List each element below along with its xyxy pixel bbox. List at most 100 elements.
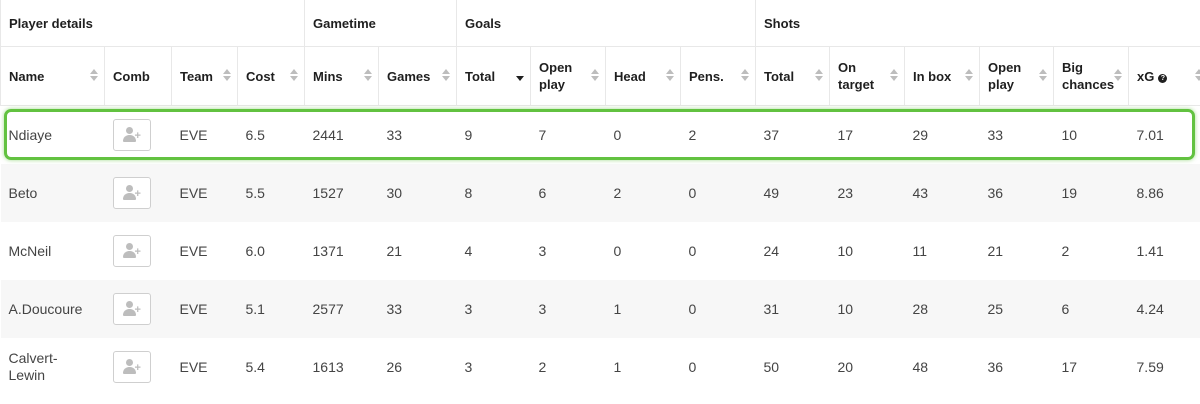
add-player-button[interactable]: + <box>112 235 151 267</box>
table-row[interactable]: A.Doucoure + EVE 5.1 2577 33 3 3 1 0 31 10 28 25 6 4.24 <box>0 280 1200 338</box>
add-player-icon <box>125 243 133 250</box>
column-header-cost[interactable]: Cost <box>236 46 306 106</box>
cell-name[interactable]: A.Doucoure <box>0 280 105 338</box>
column-header-goals-open[interactable]: Open play <box>530 46 607 106</box>
column-header-label: Open play <box>539 60 573 92</box>
column-header-head[interactable]: Head <box>605 46 682 106</box>
column-header-on-target[interactable]: On target <box>829 46 906 106</box>
column-header-shots-open[interactable]: Open play <box>979 46 1055 106</box>
table-row[interactable]: Ndiaye + EVE 6.5 2441 33 9 7 0 2 37 17 29 33 10 7.01 <box>1 106 1200 165</box>
column-header-label: Name <box>9 68 45 84</box>
column-header-row: Name Comb Team Cost Mins Games Total Open play H… <box>0 46 1200 106</box>
cell-in-box: 43 <box>904 164 980 222</box>
sort-arrows-icon[interactable] <box>591 69 600 83</box>
table-row[interactable]: Beto + EVE 5.5 1527 30 8 6 2 0 49 23 43 36 19 8.86 <box>0 164 1200 222</box>
cell-on-target: 20 <box>837 358 854 375</box>
column-header-in-box[interactable]: In box <box>904 46 981 106</box>
cell-head: 1 <box>605 280 681 338</box>
column-header-mins[interactable]: Mins <box>304 46 380 106</box>
add-player-button[interactable]: + <box>112 119 151 151</box>
cell-name[interactable]: McNeil <box>8 242 52 259</box>
cell-on-target: 10 <box>829 280 905 338</box>
sort-arrows-icon[interactable] <box>290 69 299 83</box>
cell-cost: 6.0 <box>245 242 265 259</box>
sort-arrows-icon[interactable] <box>364 69 373 83</box>
cell-mins: 1613 <box>312 358 344 375</box>
column-header-team[interactable]: Team <box>171 46 238 106</box>
group-header-shots: Shots <box>755 0 1200 47</box>
column-header-label: Total <box>465 68 496 84</box>
cell-goals-total: 3 <box>464 358 473 375</box>
column-header-shots-total[interactable]: Total <box>755 46 831 106</box>
column-header-games[interactable]: Games <box>378 46 458 106</box>
cell-shots-total: 37 <box>763 126 780 143</box>
column-header-label: In box <box>913 68 952 84</box>
cell-shots-open: 21 <box>987 242 1004 259</box>
cell-shots-open: 36 <box>987 358 1004 375</box>
info-icon[interactable]: ? <box>1158 73 1168 83</box>
cell-shots-open: 33 <box>987 126 1004 143</box>
cell-shots-open: 36 <box>979 164 1054 222</box>
cell-goals-total: 9 <box>464 126 473 143</box>
sort-arrows-icon[interactable] <box>442 69 451 83</box>
cell-pens: 0 <box>680 164 756 222</box>
sort-arrows-icon[interactable] <box>90 69 98 83</box>
cell-shots-total: 50 <box>763 358 780 375</box>
cell-cost: 5.1 <box>237 280 305 338</box>
cell-name[interactable]: Ndiaye <box>8 126 53 143</box>
sort-arrows-icon[interactable] <box>965 69 974 83</box>
sort-arrows-icon[interactable] <box>815 69 824 83</box>
sort-arrows-icon[interactable] <box>890 69 899 83</box>
cell-head: 2 <box>605 164 681 222</box>
cell-pens: 0 <box>688 242 697 259</box>
cell-on-target: 10 <box>837 242 854 259</box>
add-player-icon <box>125 127 133 134</box>
column-header-label: Pens. <box>689 68 724 84</box>
add-player-icon <box>125 185 133 192</box>
add-player-button[interactable]: + <box>112 351 151 383</box>
cell-team: EVE <box>179 126 208 143</box>
cell-games: 30 <box>378 164 457 222</box>
cell-comb: + <box>105 106 172 165</box>
cell-big-chances: 6 <box>1053 280 1129 338</box>
cell-shots-total: 31 <box>755 280 830 338</box>
cell-cost: 5.5 <box>237 164 305 222</box>
column-header-label: xG <box>1137 68 1155 84</box>
cell-team: EVE <box>179 358 208 375</box>
cell-team: EVE <box>171 164 238 222</box>
cell-on-target: 23 <box>829 164 905 222</box>
add-player-button[interactable]: + <box>112 177 151 209</box>
sort-arrows-icon[interactable] <box>516 69 525 83</box>
sort-arrows-icon[interactable] <box>741 69 750 83</box>
cell-big-chances: 10 <box>1061 126 1078 143</box>
column-header-goals-total[interactable]: Total <box>456 46 532 106</box>
cell-mins: 2577 <box>304 280 379 338</box>
column-header-name[interactable]: Name <box>0 46 105 106</box>
sort-arrows-icon[interactable] <box>1195 69 1200 83</box>
cell-xg: 4.24 <box>1128 280 1200 338</box>
cell-big-chances: 17 <box>1061 358 1078 375</box>
table-row[interactable]: McNeil + EVE 6.0 1371 21 4 3 0 0 24 10 11 21 2 1.41 <box>1 222 1200 280</box>
cell-goals-total: 3 <box>456 280 531 338</box>
column-header-xg[interactable]: xG? <box>1128 46 1200 106</box>
table-body: Ndiaye + EVE 6.5 2441 33 9 7 0 2 37 17 29 33 10 7.01 Bet… <box>0 106 1200 397</box>
cell-goals-open: 7 <box>538 126 547 143</box>
column-header-big-chances[interactable]: Big chances <box>1053 46 1130 106</box>
cell-pens: 0 <box>688 358 697 375</box>
sort-arrows-icon[interactable] <box>223 69 231 83</box>
cell-in-box: 28 <box>904 280 980 338</box>
cell-mins: 1371 <box>312 242 344 259</box>
add-player-button[interactable]: + <box>112 293 151 325</box>
group-header-goals: Goals <box>456 0 757 47</box>
cell-name[interactable]: Beto <box>0 164 105 222</box>
cell-goals-total: 8 <box>456 164 531 222</box>
column-header-pens[interactable]: Pens. <box>680 46 757 106</box>
sort-arrows-icon[interactable] <box>1039 69 1048 83</box>
cell-games: 33 <box>378 280 457 338</box>
sort-arrows-icon[interactable] <box>1114 69 1123 83</box>
table-row[interactable]: Calvert- Lewin + EVE 5.4 1613 26 3 2 1 0 50 20 48 36 17… <box>1 338 1200 396</box>
cell-name[interactable]: Calvert- Lewin <box>8 350 58 383</box>
column-header-comb: Comb <box>104 46 172 106</box>
sort-arrows-icon[interactable] <box>666 69 675 83</box>
